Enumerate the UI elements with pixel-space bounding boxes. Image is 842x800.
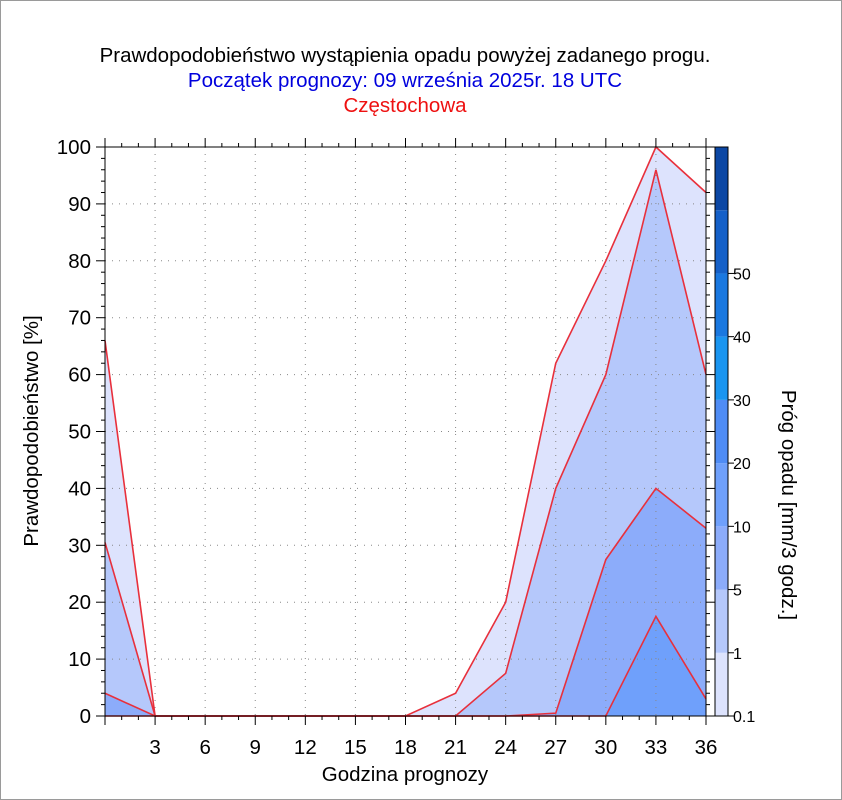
y-tick-label: 70 (68, 307, 91, 330)
x-tick-label: 36 (695, 736, 718, 759)
colorbar-tick-label: 0.1 (733, 709, 755, 726)
colorbar-band (715, 336, 728, 400)
threshold-colorbar: 0.1 1 5 10 20 30 40 50 (714, 146, 755, 726)
area-threshold-10 (105, 616, 706, 716)
y-tick-label: 60 (68, 364, 91, 387)
colorbar-band (715, 399, 728, 464)
x-tick-label: 33 (645, 736, 668, 759)
chart-title: Prawdopodobieństwo wystąpienia opadu pow… (100, 44, 711, 67)
colorbar-band (715, 147, 728, 211)
y-tick-label: 10 (68, 648, 91, 671)
colorbar-band (715, 652, 728, 716)
colorbar-band (715, 273, 728, 337)
colorbar-tick-label: 40 (733, 330, 751, 347)
colorbar-band (715, 463, 728, 527)
x-tick-label: 9 (250, 736, 261, 759)
x-tick-label: 18 (394, 736, 417, 759)
probability-areas (105, 147, 706, 716)
x-tick-label: 24 (494, 736, 517, 759)
y-tick-label: 80 (68, 250, 91, 273)
y-tick-label: 40 (68, 477, 91, 500)
colorbar-band (715, 210, 728, 274)
y-tick-label: 30 (68, 534, 91, 557)
colorbar-tick-label: 50 (733, 266, 751, 283)
x-tick-label: 15 (344, 736, 367, 759)
y-tick-label: 50 (68, 421, 91, 444)
x-tick-label: 12 (294, 736, 317, 759)
colorbar-band (715, 589, 728, 653)
x-tick-label: 3 (149, 736, 160, 759)
forecast-start-subtitle: Początek prognozy: 09 września 2025r. 18… (188, 69, 622, 92)
colorbar-label: Próg opadu [mm/3 godz.] (777, 390, 800, 620)
x-axis-label: Godzina prognozy (322, 763, 489, 786)
y-tick-label: 20 (68, 591, 91, 614)
x-tick-label: 27 (544, 736, 567, 759)
x-tick-label: 21 (444, 736, 467, 759)
x-tick-label: 30 (594, 736, 617, 759)
y-axis-label: Prawdopodobieństwo [%] (20, 315, 43, 546)
y-tick-label: 100 (57, 136, 91, 159)
x-tick-label: 6 (199, 736, 210, 759)
y-tick-label: 0 (80, 705, 91, 728)
colorbar-tick-label: 5 (733, 583, 742, 600)
colorbar-tick-label: 10 (733, 519, 751, 536)
area-threshold-1 (105, 169, 706, 716)
colorbar-tick-label: 20 (733, 456, 751, 473)
y-tick-label: 90 (68, 193, 91, 216)
colorbar-border (714, 146, 729, 717)
location-label: Częstochowa (343, 94, 467, 117)
colorbar-tick-label: 30 (733, 393, 751, 410)
colorbar-band (715, 526, 728, 590)
colorbar-tick-label: 1 (733, 646, 742, 663)
